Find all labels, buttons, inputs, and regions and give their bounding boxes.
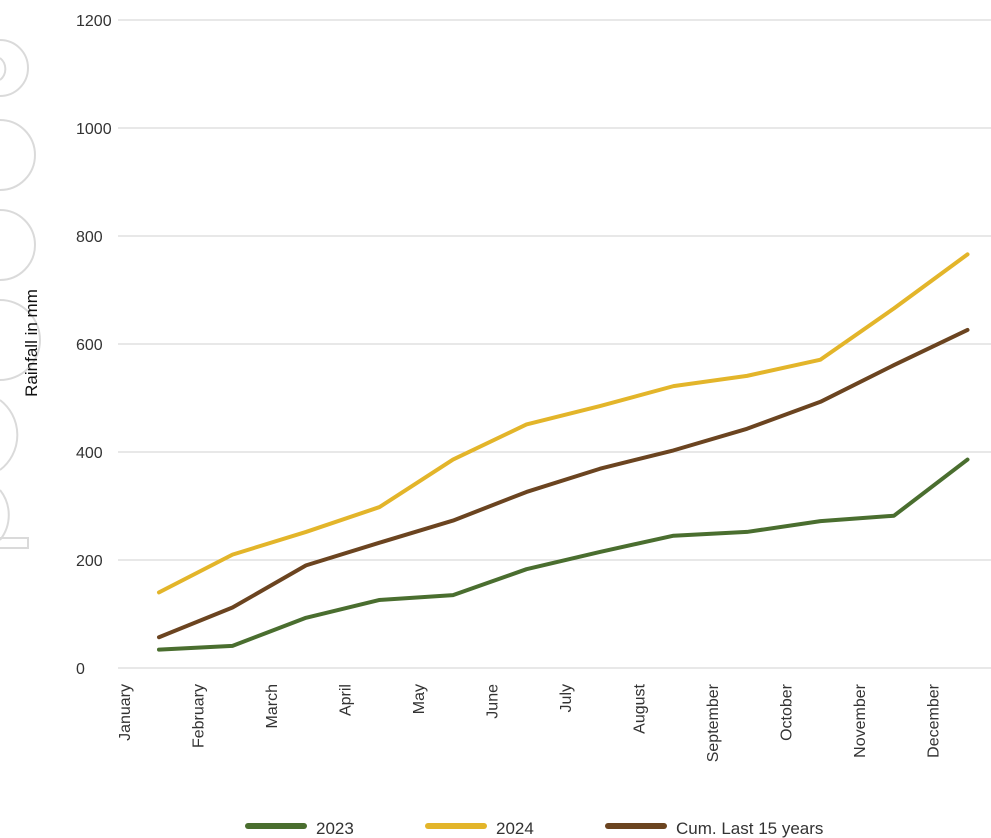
legend-label: 2024 — [496, 819, 534, 838]
gridlines — [118, 19, 991, 669]
y-axis-ticks: 0 200 400 600 800 1000 1200 — [76, 13, 112, 678]
y-tick-label: 1000 — [76, 121, 112, 138]
y-tick-label: 200 — [76, 553, 103, 570]
y-tick-label: 1200 — [76, 13, 112, 30]
x-tick-label: March — [264, 684, 281, 728]
y-tick-label: 800 — [76, 229, 103, 246]
x-tick-label: December — [926, 683, 943, 757]
legend: 2023 2024 Cum. Last 15 years — [245, 819, 823, 838]
x-tick-label: July — [558, 684, 575, 712]
y-tick-label: 0 — [76, 661, 85, 678]
x-tick-label: April — [338, 684, 355, 716]
legend-label: 2023 — [316, 819, 354, 838]
y-tick-label: 600 — [76, 337, 103, 354]
x-tick-label: November — [852, 683, 869, 757]
x-tick-label: January — [117, 684, 134, 741]
series-line-0 — [157, 457, 970, 652]
x-tick-label: February — [191, 684, 208, 748]
series-line-2 — [157, 327, 970, 640]
legend-label: Cum. Last 15 years — [676, 819, 823, 838]
x-tick-label: September — [705, 683, 722, 762]
x-axis-ticks: January February March April May June July Augu… — [117, 683, 943, 762]
x-tick-label: October — [779, 683, 796, 741]
y-axis-label: Rainfall in mm — [22, 289, 41, 397]
x-tick-label: May — [411, 684, 428, 714]
y-tick-label: 400 — [76, 445, 103, 462]
series-line-1 — [157, 252, 970, 595]
watermark-logo — [0, 39, 41, 549]
x-tick-label: June — [485, 684, 502, 719]
x-tick-label: August — [632, 683, 649, 733]
series-lines — [157, 252, 970, 652]
